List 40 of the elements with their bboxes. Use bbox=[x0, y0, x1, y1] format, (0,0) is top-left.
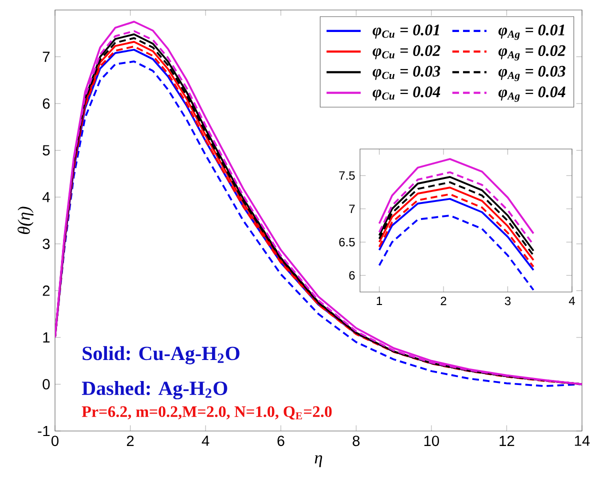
legend-label: φ$_{Ag}$ = 0.04 bbox=[498, 86, 566, 102]
x-tick-label: 3 bbox=[504, 296, 511, 306]
y-tick-label: 5 bbox=[42, 145, 50, 156]
legend-label: φ$_{Cu}$ = 0.02 bbox=[372, 45, 440, 60]
legend-label: φ$_{Cu}$ = 0.01 bbox=[372, 24, 440, 39]
y-tick-label: 4 bbox=[42, 192, 50, 202]
x-tick-label: 2 bbox=[440, 296, 446, 306]
line-series bbox=[378, 158, 534, 234]
x-tick-label: 1 bbox=[376, 296, 382, 305]
legend-label: φ$_{Cu}$ = 0.03 bbox=[372, 66, 440, 80]
y-tick-label: -1 bbox=[38, 426, 50, 436]
legend-label: φ$_{Cu}$ = 0.04 bbox=[372, 86, 440, 101]
x-tick-label: 0 bbox=[51, 436, 58, 446]
annotation: Dashed: Ag-H$_{2}$O bbox=[82, 381, 228, 400]
x-tick-label: 12 bbox=[500, 436, 514, 446]
y-tick-label: 6.5 bbox=[339, 238, 355, 246]
y-tick-label: 6 bbox=[349, 271, 355, 280]
x-tick-label: 14 bbox=[574, 436, 590, 446]
line-series bbox=[378, 214, 534, 291]
annotation: Pr=6.2, m=0.2,M=2.0, N=1.0, Q$_{E}$=2.0 bbox=[82, 406, 332, 420]
y-tick-label: 6 bbox=[42, 98, 50, 109]
y-tick-label: 7 bbox=[349, 204, 355, 213]
x-tick-label: 2 bbox=[126, 436, 134, 446]
legend-label: φ$_{Ag}$ = 0.02 bbox=[498, 45, 566, 61]
y-tick-label: 1 bbox=[43, 332, 50, 342]
x-axis-title: η bbox=[314, 455, 322, 468]
legend-label: φ$_{Ag}$ = 0.01 bbox=[498, 24, 564, 40]
x-tick-label: 4 bbox=[568, 296, 575, 305]
legend-label: φ$_{Ag}$ = 0.03 bbox=[498, 66, 566, 82]
annotation: Solid: Cu-Ag-H$_{2}$O bbox=[82, 346, 240, 364]
y-axis-title: θ(η) bbox=[18, 206, 34, 234]
x-tick-label: 6 bbox=[278, 436, 284, 446]
x-tick-label: 8 bbox=[352, 436, 360, 446]
y-tick-label: 2 bbox=[42, 286, 50, 296]
y-tick-label: 0 bbox=[42, 379, 50, 390]
y-tick-label: 7 bbox=[42, 52, 50, 62]
y-tick-label: 3 bbox=[42, 238, 50, 250]
x-tick-label: 4 bbox=[202, 436, 210, 446]
y-tick-label: 7.5 bbox=[339, 171, 355, 180]
x-tick-label: 10 bbox=[424, 436, 439, 446]
